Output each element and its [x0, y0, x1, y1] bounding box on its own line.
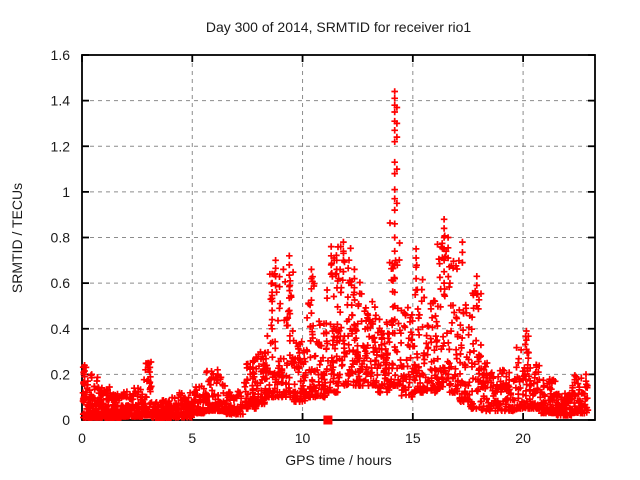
x-tick-label: 15: [405, 430, 421, 446]
x-tick-label: 20: [515, 430, 531, 446]
y-tick-label: 1.6: [51, 47, 71, 63]
x-tick-label: 10: [295, 430, 311, 446]
x-tick-label: 5: [188, 430, 196, 446]
y-tick-label: 0.4: [51, 321, 71, 337]
y-tick-label: 1.2: [51, 138, 71, 154]
y-tick-label: 0.2: [51, 366, 71, 382]
chart-title: Day 300 of 2014, SRMTID for receiver rio…: [205, 19, 472, 35]
scatter-points-srmtid: [79, 88, 592, 421]
y-tick-label: 0.6: [51, 275, 71, 291]
x-axis-label: GPS time / hours: [285, 452, 392, 468]
y-tick-label: 1: [62, 184, 70, 200]
event-square-marker: [323, 415, 333, 425]
y-tick-label: 1.4: [51, 93, 71, 109]
y-tick-label: 0: [62, 412, 70, 428]
x-tick-label: 0: [78, 430, 86, 446]
y-tick-label: 0.8: [51, 230, 71, 246]
